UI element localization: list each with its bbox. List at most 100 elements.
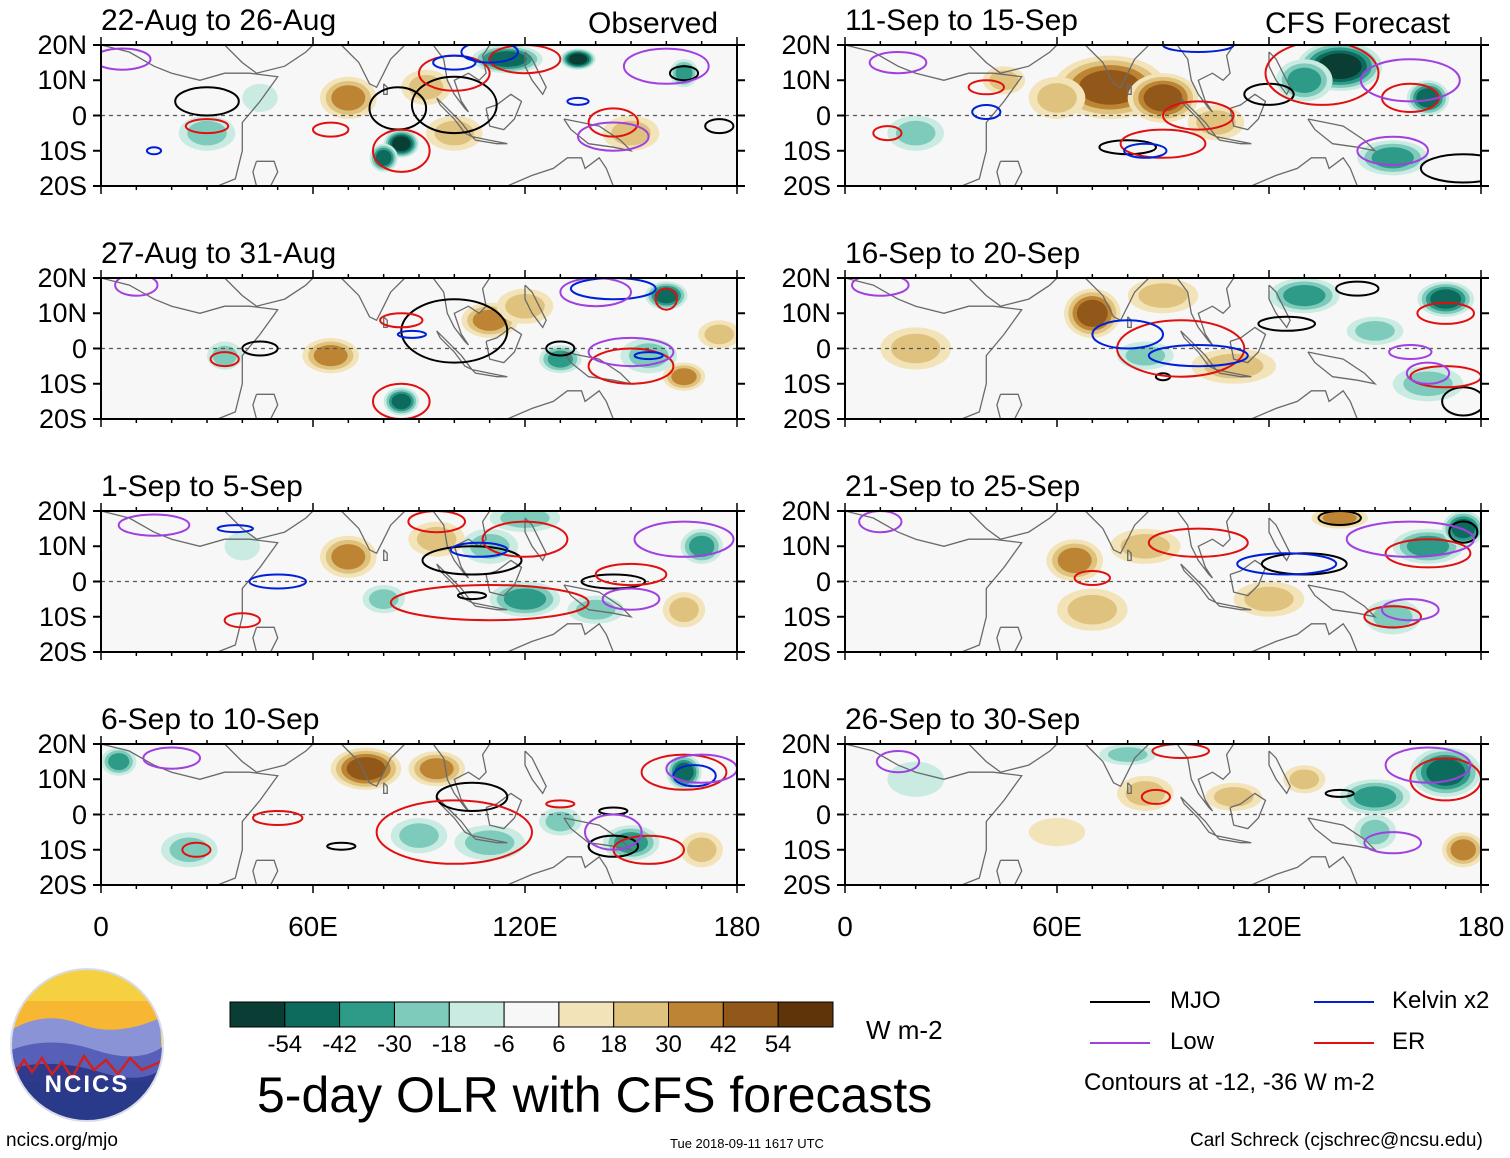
er-contour (223, 612, 262, 629)
low-contour (142, 746, 201, 770)
timestamp: Tue 2018-09-11 1617 UTC (670, 1136, 824, 1151)
colorbar-swatch (503, 1001, 560, 1028)
kelvin-contour (1162, 45, 1235, 53)
y-tick-label: 20N (37, 30, 87, 60)
low-contour (101, 47, 152, 71)
olr-anomaly-patch (891, 333, 941, 364)
colorbar-tick-label: 6 (552, 1031, 566, 1058)
er-contour (594, 562, 668, 587)
y-tick-label: 0 (815, 799, 831, 830)
colorbar-swatch (668, 1001, 724, 1028)
er-contour (375, 799, 533, 865)
legend-label: Low (1170, 1028, 1215, 1055)
olr-anomaly-patch (1120, 534, 1171, 559)
low-contour (1359, 58, 1461, 103)
author: Carl Schreck (cjschrec@ncsu.edu) (1190, 1130, 1483, 1151)
y-tick-label: 10N (37, 298, 87, 329)
y-tick-label: 0 (71, 333, 87, 364)
olr-anomaly-patch (375, 150, 392, 166)
olr-anomaly-patch (472, 309, 507, 331)
panel-title: 26-Sep to 30-Sep (845, 703, 1081, 736)
main-title: 5-day OLR with CFS forecasts (257, 1067, 933, 1123)
olr-anomaly-patch (1371, 147, 1414, 169)
y-tick-label: 10S (782, 834, 831, 865)
y-tick-label: 10N (781, 531, 831, 562)
olr-anomaly-patch (675, 64, 693, 82)
colorbar-units: W m-2 (866, 1015, 943, 1045)
kelvin-contour (248, 573, 308, 590)
er-contour (1147, 527, 1249, 558)
coastline (845, 744, 1377, 885)
colorbar-swatch (722, 1001, 779, 1028)
olr-anomaly-patch (169, 837, 210, 863)
olr-anomaly-patch (671, 368, 697, 386)
olr-anomaly-patch (689, 535, 715, 557)
olr-anomaly-patch (1289, 769, 1320, 790)
kelvin-contour (216, 524, 255, 534)
ncics-logo: NCICS (10, 968, 164, 1122)
y-tick-label: 20S (782, 171, 831, 201)
olr-anomaly-patch (704, 324, 735, 345)
olr-anomaly-patch (419, 758, 454, 780)
er-contour (1140, 788, 1172, 805)
er-contour (389, 584, 590, 622)
olr-anomaly-patch (368, 589, 399, 609)
kelvin-contour (1123, 142, 1168, 159)
colorbar-tick-label: 30 (655, 1031, 682, 1058)
olr-anomaly-patch (1287, 67, 1322, 94)
y-tick-label: 20S (782, 870, 831, 900)
colorbar-swatch (339, 1001, 395, 1028)
mjo-contour (1324, 788, 1355, 798)
mjo-contour (545, 340, 576, 357)
logo-ring (10, 968, 164, 1122)
mjo-contour (704, 118, 735, 135)
colorbar-swatch (558, 1001, 615, 1028)
er-contour (312, 121, 350, 138)
er-contour (1162, 100, 1235, 131)
olr-anomaly-patch (1213, 787, 1254, 807)
y-tick-label: 0 (71, 100, 87, 131)
kelvin-contour (1091, 319, 1164, 350)
mjo-contour (1448, 520, 1479, 544)
panel-title: 27-Aug to 31-Aug (101, 237, 337, 270)
panel-title: 21-Sep to 25-Sep (845, 470, 1081, 503)
olr-anomaly-patch (1322, 511, 1357, 525)
colorbar-tick-label: 54 (764, 1031, 792, 1058)
er-contour (1073, 570, 1112, 586)
panel-title: 1-Sep to 5-Sep (101, 470, 303, 503)
x-tick-label: 120E (1236, 911, 1302, 942)
olr-anomaly-patch (895, 120, 936, 146)
y-tick-label: 0 (815, 100, 831, 131)
olr-anomaly-patch (568, 53, 588, 65)
er-contour (372, 128, 431, 173)
panel-field (101, 278, 737, 419)
olr-anomaly-patch (1450, 839, 1477, 861)
legend-label: ER (1392, 1028, 1426, 1055)
mjo-contour (326, 841, 357, 851)
colorbar-tick-label: -42 (322, 1031, 357, 1058)
x-tick-label: 60E (288, 911, 338, 942)
olr-anomaly-patch (1028, 818, 1086, 847)
y-tick-label: 20N (781, 263, 831, 293)
panel-field (845, 45, 1481, 186)
er-contour (209, 351, 240, 368)
low-contour (665, 753, 737, 784)
y-tick-label: 10S (782, 601, 831, 632)
site-url[interactable]: ncics.org/mjo (6, 1130, 118, 1151)
olr-anomaly-patch (1283, 285, 1326, 307)
low-contour (622, 47, 710, 85)
er-contour (407, 511, 466, 534)
low-contour (868, 51, 928, 75)
low-contour (577, 121, 650, 152)
er-contour (640, 753, 728, 791)
panel-field (845, 511, 1481, 652)
mjo-contour (1257, 315, 1316, 332)
er-contour (545, 799, 576, 809)
y-tick-label: 20N (781, 729, 831, 759)
y-tick-label: 0 (71, 566, 87, 597)
olr-anomaly-patch (505, 293, 545, 319)
mjo-contour (241, 340, 279, 357)
panel-7 (837, 503, 1489, 660)
legend-label: MJO (1170, 987, 1221, 1014)
